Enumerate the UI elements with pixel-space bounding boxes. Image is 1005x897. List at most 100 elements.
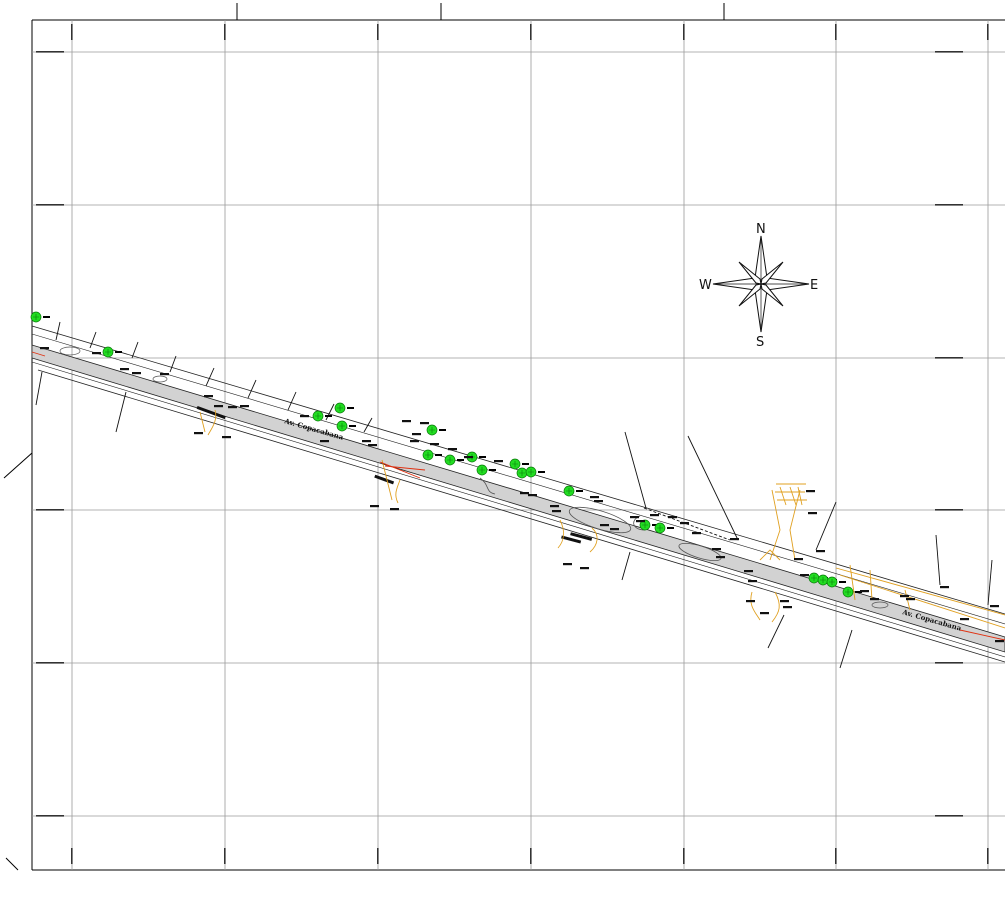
road-south-edge-2 [31,361,1005,658]
annotation-tag [412,433,421,436]
tree-tag [479,456,486,458]
annotation-tag [194,432,203,435]
grid-tick-right [935,357,963,359]
annotation-tag [552,510,561,513]
annotation-tag [680,522,689,525]
tree-icon [426,424,446,436]
annotation-tag [430,443,439,446]
tree-tag [435,454,442,456]
grid-tick-bottom [835,848,837,864]
annotation-tag [806,490,815,493]
annotation-tag [650,514,659,517]
annotation-tag [204,395,213,398]
tree-cross [337,405,343,411]
compass-west-label: W [699,278,712,293]
annotation-tag [940,586,949,589]
tree-icon [842,586,862,598]
annotation-tag [995,640,1004,643]
annotation-tag [550,505,559,508]
annotation-tag [563,563,572,566]
tree-cross [33,314,39,320]
sheet-frame [3,3,1005,871]
tree-icon [476,464,496,476]
annotation-tag [370,505,379,508]
road-island [152,375,168,383]
tree-tag [325,415,332,417]
grid-tick-top [377,24,379,40]
annotation-tag [494,460,503,463]
annotation-tag [730,538,739,541]
annotation-tag [712,548,721,551]
tree-tag [839,581,846,583]
road-band [31,344,1005,653]
annotation-tag [800,574,809,577]
road-bend [479,477,496,495]
annotation-tag [362,440,371,443]
tree-cross [339,423,345,429]
compass-east-label: E [810,278,818,293]
grid-tick-top [530,24,532,40]
annotation-tag [320,440,329,443]
tree-icon [30,311,50,323]
tree-icon [444,454,464,466]
annotation-tag [520,492,529,495]
annotation-tag [630,516,639,519]
annotation-tag [300,415,309,418]
tree-tag [538,471,545,473]
road-island [871,601,889,609]
grid-tick-bottom [71,848,73,864]
grid-tick-left [36,51,64,53]
tree-icon [336,420,356,432]
annotation-tag [748,580,757,583]
tree-tag [439,429,446,431]
tree-cross [425,452,431,458]
grid-tick-bottom [987,848,989,864]
utility-lines [199,409,1005,629]
tree-icon [422,449,442,461]
grid-tick-left [36,815,64,817]
grid-tick-top [987,24,989,40]
annotation-tag [900,595,909,598]
tree-cross [315,413,321,419]
grid-tick-right [935,51,963,53]
road-island [678,542,722,562]
tree-tag [489,469,496,471]
annotation-tag [610,528,619,531]
tree-cross [512,461,518,467]
tree-tag [457,459,464,461]
grid-tick-right [935,509,963,511]
annotation-tag [160,373,169,376]
tree-markers [30,311,862,598]
tree-tag [43,316,50,318]
annotation-tag [783,606,792,609]
tree-tag [115,351,122,353]
tree-icon [509,458,529,470]
annotation-tag [808,512,817,515]
tree-icon [563,485,583,497]
tree-cross [642,522,648,528]
tree-tag [347,407,354,409]
road-island [59,346,81,356]
grid-tick-left [36,204,64,206]
annotation-tag [464,456,473,459]
road-island [568,506,632,534]
tree-icon [525,466,545,478]
grid-tick-top [683,24,685,40]
annotation-tag [594,500,603,503]
grid-tick-bottom [377,848,379,864]
annotation-tag [390,508,399,511]
tree-tag [576,490,583,492]
annotation-tag [402,420,411,423]
annotation-tag [528,494,537,497]
tree-cross [429,427,435,433]
annotation-tag [692,532,701,535]
cross-street-labels [196,405,593,544]
annotation-tag [744,570,753,573]
tree-cross [519,470,525,476]
compass-north-label: N [756,222,766,237]
tree-icon [826,576,846,588]
annotation-tag [746,600,755,603]
grid-tick-bottom [530,848,532,864]
tree-cross [447,457,453,463]
tree-cross [845,589,851,595]
